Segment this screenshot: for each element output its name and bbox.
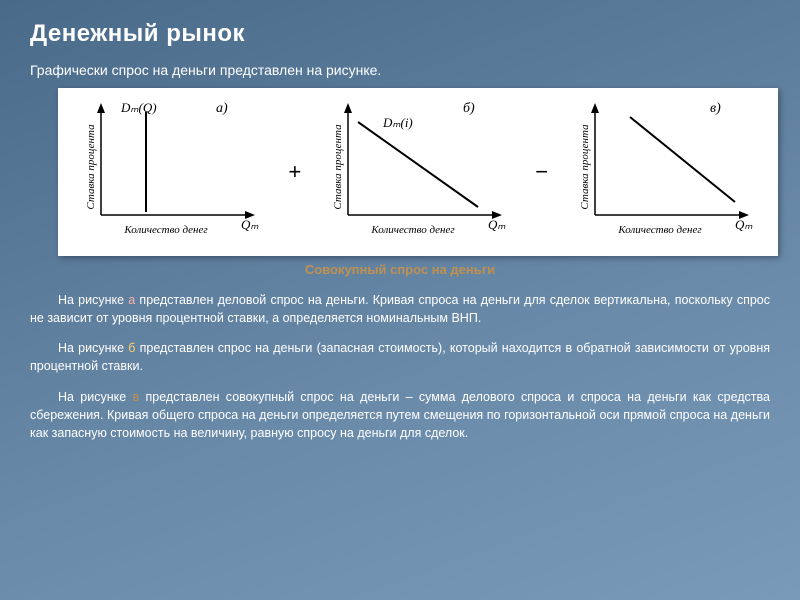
panel-tag-b: б) <box>463 101 475 116</box>
x-sym-v: Qₘ <box>735 217 753 232</box>
x-sym-a: Qₘ <box>241 217 259 232</box>
xlabel-b: Количество денег <box>370 224 455 236</box>
panel-tag-a: а) <box>216 101 228 116</box>
chart-a-svg: Dₘ(Q) а) Qₘ Ставка процента Количество д… <box>66 97 276 247</box>
curve-label-b: Dₘ(i) <box>382 115 413 130</box>
xlabel-a: Количество денег <box>124 224 209 236</box>
chart-panel-a: Dₘ(Q) а) Qₘ Ставка процента Количество д… <box>66 97 276 247</box>
p3-b: представлен совокупный спрос на деньги –… <box>30 390 770 440</box>
p3-a: На рисунке <box>58 390 133 404</box>
operator-minus: − <box>531 159 551 185</box>
ylabel-v: Ставка процента <box>579 124 591 210</box>
chart-panel-b: Dₘ(i) б) Qₘ Ставка процента Количество д… <box>313 97 523 247</box>
chart-b-svg: Dₘ(i) б) Qₘ Ставка процента Количество д… <box>313 97 523 247</box>
panel-tag-v: в) <box>710 101 721 116</box>
subtitle: Графически спрос на деньги представлен н… <box>30 62 770 78</box>
paragraph-2: На рисунке б представлен спрос на деньги… <box>30 339 770 375</box>
x-sym-b: Qₘ <box>488 217 506 232</box>
ylabel-b: Ставка процента <box>332 124 344 210</box>
p2-b: представлен спрос на деньги (запасная ст… <box>30 341 770 373</box>
p1-b: представлен деловой спрос на деньги. Кри… <box>30 293 770 325</box>
xlabel-v: Количество денег <box>617 224 702 236</box>
chart-panel-v: в) Qₘ Ставка процента Количество денег <box>560 97 770 247</box>
ylabel-a: Ставка процента <box>85 124 97 210</box>
paragraph-3: На рисунке в представлен совокупный спро… <box>30 388 770 442</box>
operator-plus: + <box>285 159 305 185</box>
paragraph-1: На рисунке а представлен деловой спрос н… <box>30 291 770 327</box>
figure-container: Dₘ(Q) а) Qₘ Ставка процента Количество д… <box>58 88 778 256</box>
figure-caption: Совокупный спрос на деньги <box>30 262 770 277</box>
curve-label-a: Dₘ(Q) <box>120 100 157 115</box>
page-title: Денежный рынок <box>30 20 770 48</box>
chart-v-svg: в) Qₘ Ставка процента Количество денег <box>560 97 770 247</box>
p2-a: На рисунке <box>58 341 128 355</box>
p1-a: На рисунке <box>58 293 128 307</box>
